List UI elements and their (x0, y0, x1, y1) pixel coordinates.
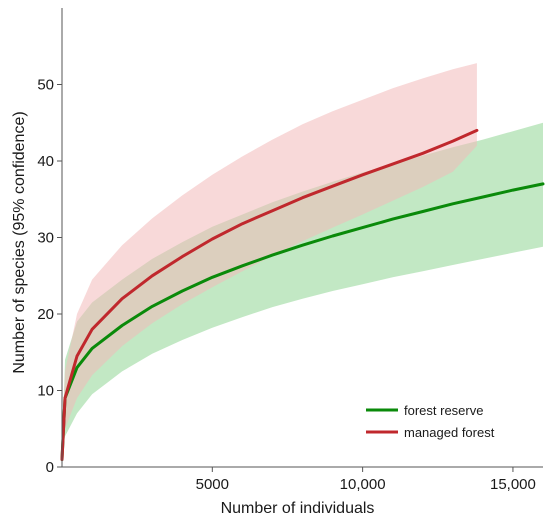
y-tick-label: 0 (46, 459, 54, 476)
forest-reserve-line (60, 182, 545, 461)
legend: forest reserve managed forest (366, 403, 495, 440)
managed-forest-confidence-band (62, 63, 477, 460)
y-tick-label: 40 (37, 153, 54, 170)
confidence-bands (62, 63, 543, 460)
x-tick-label: 10,000 (340, 476, 386, 493)
y-axis-title: Number of species (95% confidence) (11, 111, 28, 373)
y-tick-label: 20 (37, 306, 54, 323)
y-tick-label: 10 (37, 383, 54, 400)
x-tick-label: 5000 (196, 476, 229, 493)
y-tick-label: 50 (37, 77, 54, 94)
x-tick-label: 15,000 (490, 476, 536, 493)
x-axis-ticks: 5000 10,000 15,000 (196, 467, 536, 493)
y-axis-ticks: 0 10 20 30 40 50 (37, 77, 62, 476)
y-tick-label: 30 (37, 230, 54, 247)
series-lines (60, 128, 545, 461)
managed-forest-line (60, 128, 479, 461)
x-axis-title: Number of individuals (221, 500, 375, 517)
forest-reserve-confidence-band (62, 122, 543, 460)
legend-label-managed-forest: managed forest (404, 425, 495, 440)
legend-label-forest-reserve: forest reserve (404, 403, 483, 418)
